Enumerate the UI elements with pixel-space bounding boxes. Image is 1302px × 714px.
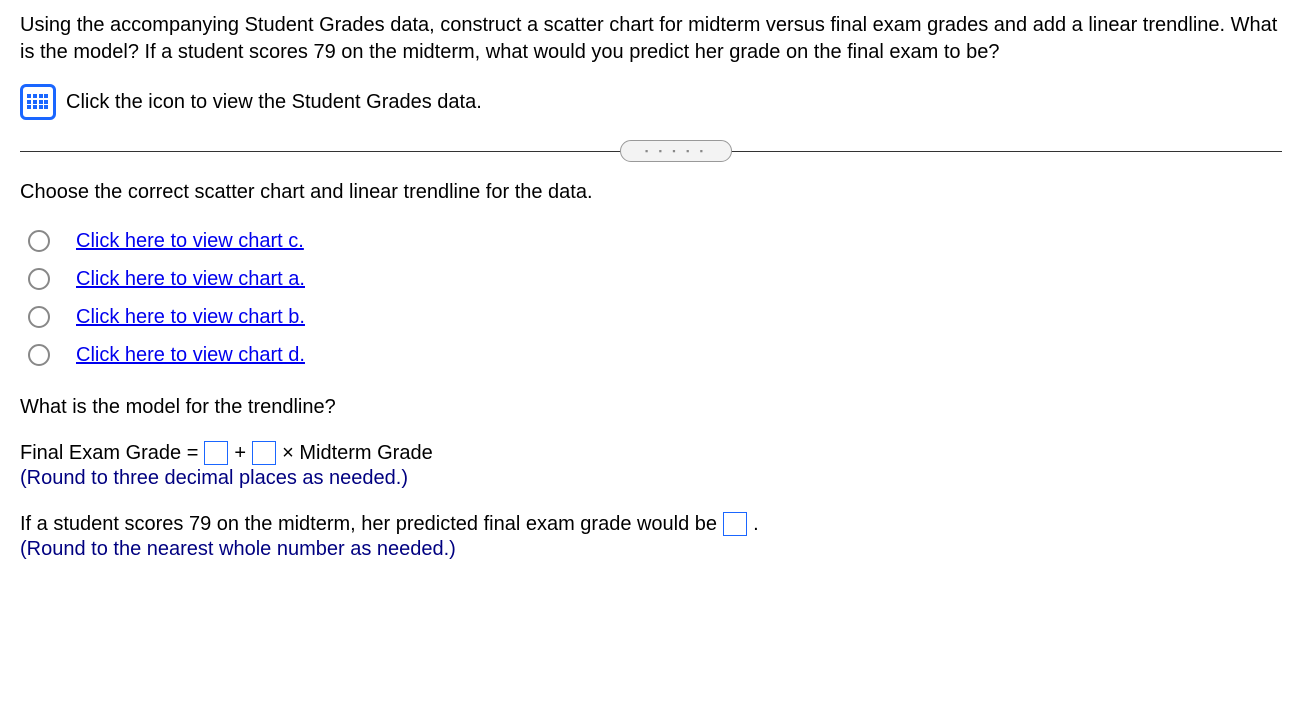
equation-lhs: Final Exam Grade =	[20, 442, 198, 465]
view-chart-b-link[interactable]: Click here to view chart b.	[76, 306, 305, 329]
model-question: What is the model for the trendline?	[20, 396, 1282, 419]
radio-option-b[interactable]	[28, 306, 50, 328]
option-row: Click here to view chart c.	[28, 226, 1282, 256]
prediction-row: If a student scores 79 on the midterm, h…	[20, 512, 1282, 536]
radio-option-a[interactable]	[28, 268, 50, 290]
option-row: Click here to view chart d.	[28, 340, 1282, 370]
intercept-input[interactable]	[204, 441, 228, 465]
data-link-label[interactable]: Click the icon to view the Student Grade…	[66, 91, 482, 114]
data-table-icon[interactable]	[20, 84, 56, 120]
radio-option-c[interactable]	[28, 230, 50, 252]
option-row: Click here to view chart a.	[28, 264, 1282, 294]
view-chart-a-link[interactable]: Click here to view chart a.	[76, 268, 305, 291]
slope-input[interactable]	[252, 441, 276, 465]
section-divider: ▪ ▪ ▪ ▪ ▪	[20, 140, 1282, 162]
option-row: Click here to view chart b.	[28, 302, 1282, 332]
equation-plus: +	[234, 442, 246, 465]
equation-rhs-suffix: × Midterm Grade	[282, 442, 433, 465]
view-chart-c-link[interactable]: Click here to view chart c.	[76, 230, 304, 253]
radio-option-d[interactable]	[28, 344, 50, 366]
prediction-period: .	[753, 513, 759, 536]
data-table-icon-grid	[27, 94, 49, 110]
equation-row: Final Exam Grade = + × Midterm Grade	[20, 441, 1282, 465]
prediction-round-note: (Round to the nearest whole number as ne…	[20, 538, 1282, 561]
chart-choice-instruction: Choose the correct scatter chart and lin…	[20, 178, 1282, 206]
prediction-prefix: If a student scores 79 on the midterm, h…	[20, 513, 717, 536]
view-chart-d-link[interactable]: Click here to view chart d.	[76, 344, 305, 367]
model-round-note: (Round to three decimal places as needed…	[20, 467, 1282, 490]
prediction-input[interactable]	[723, 512, 747, 536]
question-prompt: Using the accompanying Student Grades da…	[20, 12, 1282, 66]
chart-choice-options: Click here to view chart c. Click here t…	[28, 226, 1282, 370]
data-link-row: Click the icon to view the Student Grade…	[20, 84, 1282, 120]
divider-handle[interactable]: ▪ ▪ ▪ ▪ ▪	[620, 140, 732, 162]
grip-dots-icon: ▪ ▪ ▪ ▪ ▪	[645, 147, 707, 156]
